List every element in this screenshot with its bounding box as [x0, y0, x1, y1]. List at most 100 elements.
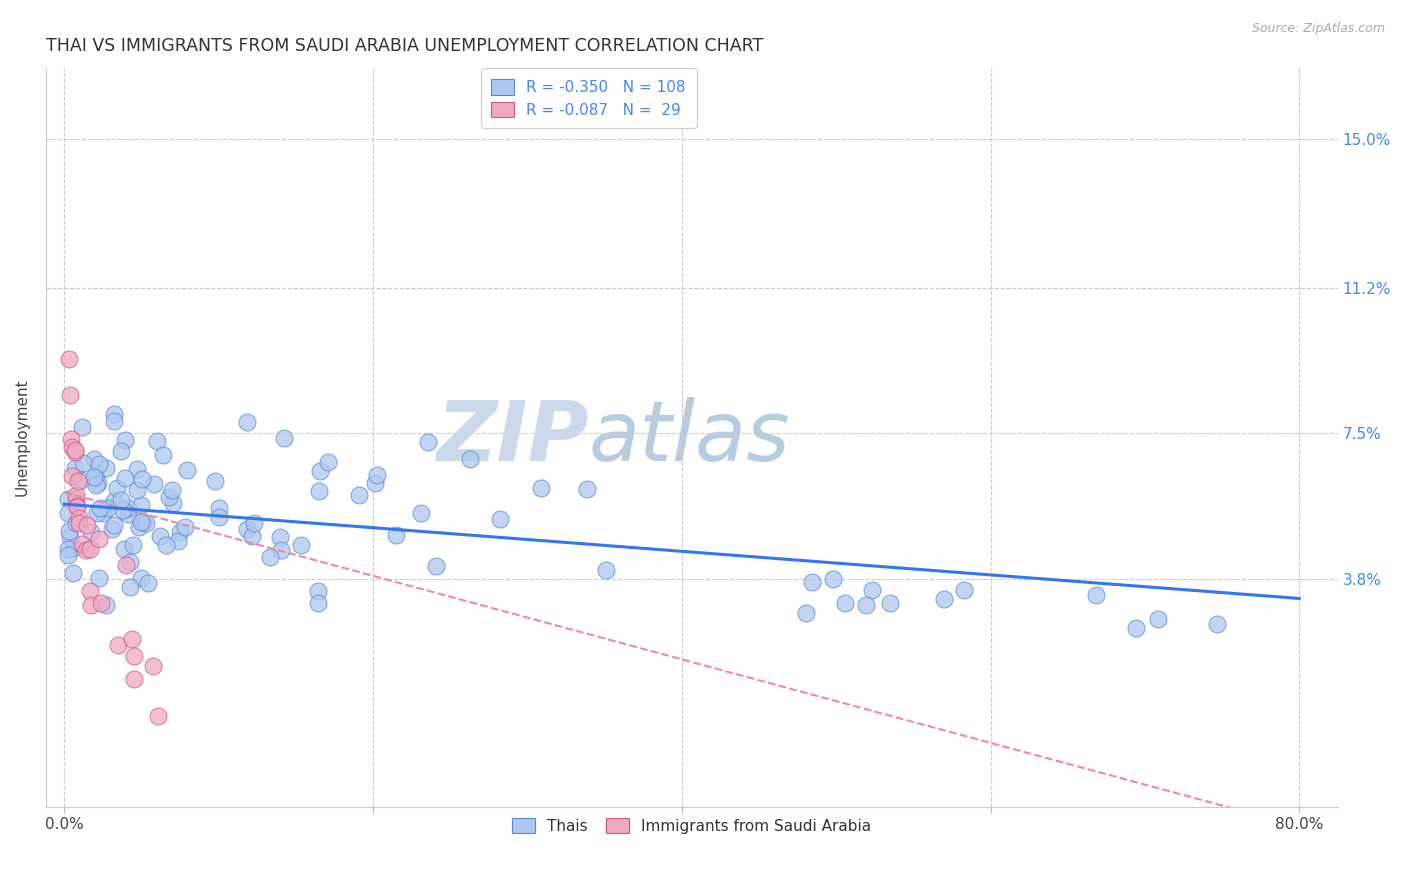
Point — [307, 584, 329, 599]
Point — [83, 452, 105, 467]
Point — [66, 499, 89, 513]
Point — [1206, 616, 1229, 631]
Point — [416, 435, 439, 450]
Point — [118, 580, 141, 594]
Point — [65, 488, 87, 502]
Point — [72, 456, 94, 470]
Point — [80, 524, 103, 539]
Point — [236, 415, 259, 429]
Point — [103, 414, 125, 428]
Point — [273, 431, 295, 445]
Point — [63, 461, 86, 475]
Point — [117, 507, 139, 521]
Point — [409, 506, 432, 520]
Point — [63, 541, 86, 555]
Point — [259, 550, 281, 565]
Point — [120, 555, 142, 569]
Point — [364, 475, 387, 490]
Point — [121, 632, 143, 647]
Point — [84, 470, 107, 484]
Point — [270, 543, 292, 558]
Point — [89, 457, 111, 471]
Point — [90, 596, 112, 610]
Point — [167, 534, 190, 549]
Point — [834, 597, 856, 611]
Point — [309, 464, 332, 478]
Point — [152, 448, 174, 462]
Point — [91, 506, 114, 520]
Point — [169, 524, 191, 539]
Point — [97, 501, 120, 516]
Point — [107, 638, 129, 652]
Point — [117, 500, 139, 515]
Point — [56, 492, 79, 507]
Point — [316, 455, 339, 469]
Point — [142, 659, 165, 673]
Point — [530, 481, 553, 495]
Point — [308, 484, 330, 499]
Point — [110, 493, 132, 508]
Point — [103, 494, 125, 508]
Point — [148, 709, 170, 723]
Point — [79, 584, 101, 599]
Point — [59, 388, 82, 402]
Point — [65, 442, 87, 457]
Point — [208, 510, 231, 524]
Point — [127, 483, 149, 497]
Point — [66, 474, 89, 488]
Point — [58, 352, 80, 367]
Point — [366, 467, 388, 482]
Point — [932, 591, 955, 606]
Point — [67, 516, 90, 530]
Text: atlas: atlas — [589, 397, 790, 478]
Point — [122, 648, 145, 663]
Point — [86, 506, 108, 520]
Point — [1147, 612, 1170, 626]
Point — [125, 462, 148, 476]
Point — [62, 566, 84, 580]
Point — [60, 432, 83, 446]
Point — [149, 529, 172, 543]
Point — [70, 473, 93, 487]
Point — [176, 463, 198, 477]
Point — [879, 597, 901, 611]
Point — [60, 440, 83, 454]
Point — [121, 538, 143, 552]
Point — [307, 596, 329, 610]
Point — [243, 516, 266, 531]
Point — [60, 469, 83, 483]
Point — [240, 529, 263, 543]
Point — [75, 542, 97, 557]
Point — [155, 538, 177, 552]
Point — [174, 519, 197, 533]
Point — [131, 472, 153, 486]
Text: THAI VS IMMIGRANTS FROM SAUDI ARABIA UNEMPLOYMENT CORRELATION CHART: THAI VS IMMIGRANTS FROM SAUDI ARABIA UNE… — [46, 37, 763, 55]
Point — [87, 475, 110, 490]
Point — [131, 515, 153, 529]
Point — [56, 548, 79, 562]
Point — [269, 529, 291, 543]
Point — [103, 407, 125, 421]
Point — [122, 673, 145, 687]
Point — [425, 559, 447, 574]
Point — [79, 542, 101, 557]
Point — [128, 520, 150, 534]
Point — [860, 582, 883, 597]
Legend: Thais, Immigrants from Saudi Arabia: Thais, Immigrants from Saudi Arabia — [506, 812, 877, 839]
Point — [112, 541, 135, 556]
Point — [56, 541, 79, 556]
Point — [135, 516, 157, 531]
Point — [162, 496, 184, 510]
Point — [70, 537, 93, 551]
Point — [157, 490, 180, 504]
Point — [489, 511, 512, 525]
Y-axis label: Unemployment: Unemployment — [15, 378, 30, 496]
Point — [114, 471, 136, 485]
Point — [110, 444, 132, 458]
Point — [204, 475, 226, 489]
Point — [111, 503, 134, 517]
Point — [458, 452, 481, 467]
Point — [56, 506, 79, 520]
Point — [63, 445, 86, 459]
Point — [65, 516, 87, 530]
